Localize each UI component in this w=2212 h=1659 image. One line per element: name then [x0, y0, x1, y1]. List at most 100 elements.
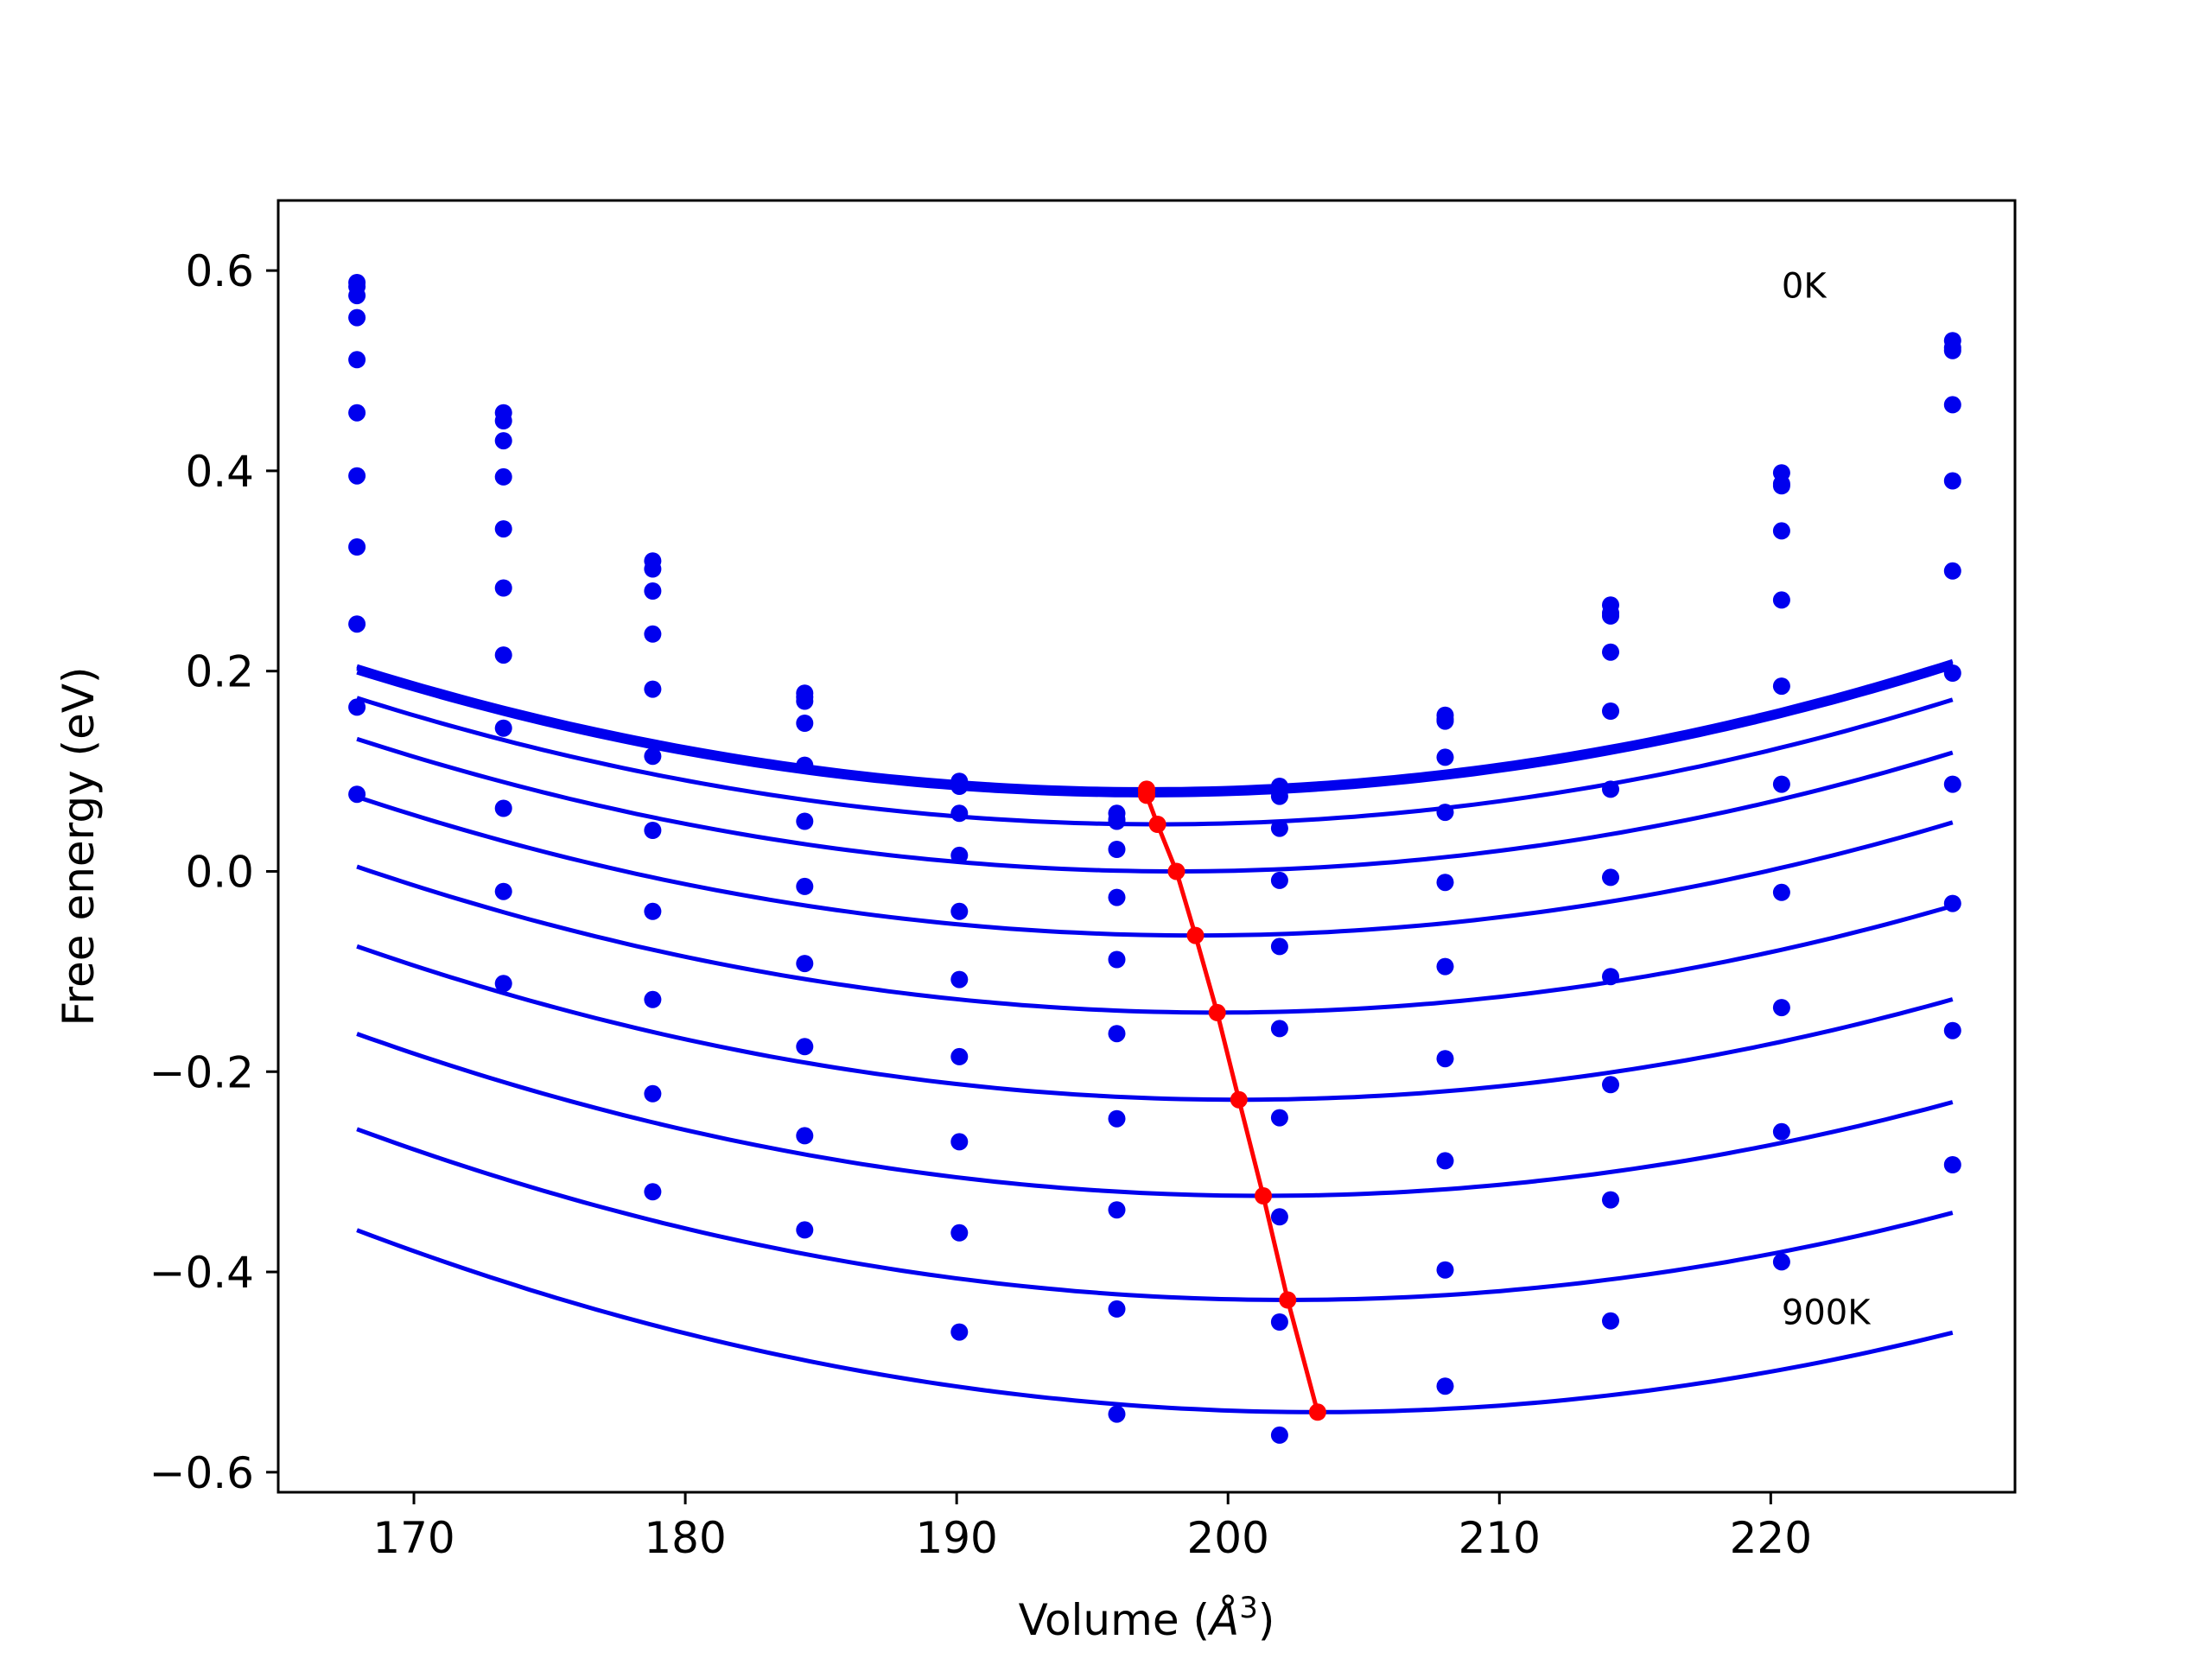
- data-point-8-10: [1943, 894, 1961, 912]
- data-point-6-7: [1436, 957, 1454, 976]
- data-point-1-1: [494, 412, 512, 429]
- x-tick-label: 210: [1459, 1513, 1541, 1563]
- data-point-4-5: [1108, 888, 1126, 906]
- data-point-4-7: [1436, 804, 1454, 822]
- data-point-1-2: [644, 560, 662, 578]
- data-point-8-1: [494, 799, 512, 817]
- data-point-2-6: [1270, 787, 1288, 805]
- data-point-8-3: [796, 1038, 814, 1056]
- data-point-5-5: [1108, 950, 1126, 969]
- data-point-3-4: [950, 804, 969, 823]
- axes-frame: [276, 199, 2017, 1494]
- data-point-4-10: [1943, 472, 1961, 490]
- data-point-7-6: [1270, 1109, 1288, 1127]
- minimum-point-5: [1186, 926, 1205, 944]
- plot-area: [348, 274, 1961, 1444]
- x-axis-label-symbol: Å: [1207, 1595, 1239, 1645]
- data-point-3-2: [644, 625, 662, 643]
- data-point-7-1: [494, 719, 512, 737]
- minimum-point-3: [1148, 816, 1166, 833]
- data-point-4-2: [644, 680, 662, 698]
- data-point-7-2: [644, 902, 662, 920]
- data-point-6-5: [1108, 1025, 1126, 1043]
- data-point-9-7: [1436, 1261, 1454, 1279]
- data-point-6-0: [348, 467, 366, 485]
- data-point-5-7: [1436, 874, 1454, 892]
- fit-curve-6: [356, 864, 1954, 1015]
- data-point-10-9: [1772, 1253, 1790, 1271]
- x-axis-label: Volume (Å3): [1019, 1591, 1275, 1645]
- y-tick-label: −0.2: [149, 1047, 254, 1097]
- annotations: 0K 900K: [1782, 267, 1872, 1333]
- data-point-4-0: [348, 351, 366, 369]
- data-point-8-6: [1270, 1208, 1288, 1226]
- data-point-10-5: [1108, 1405, 1126, 1423]
- x-tick-label: 180: [644, 1513, 726, 1563]
- data-point-2-5: [1108, 812, 1126, 830]
- y-axis-label: Free energy (eV): [54, 666, 104, 1026]
- data-point-5-10: [1943, 562, 1961, 580]
- y-tick-label: 0.2: [185, 647, 254, 697]
- minimum-point-9: [1279, 1291, 1297, 1309]
- data-point-4-6: [1270, 871, 1288, 889]
- data-point-3-0: [348, 308, 366, 327]
- fit-curve-0: [356, 658, 1954, 791]
- data-point-2-7: [1436, 712, 1454, 730]
- data-point-6-9: [1772, 775, 1790, 793]
- data-point-10-8: [1602, 1312, 1619, 1330]
- fit-curve-9: [356, 1127, 1954, 1303]
- data-point-2-8: [1602, 607, 1619, 625]
- data-point-3-5: [1108, 841, 1126, 858]
- data-point-2-3: [796, 692, 814, 710]
- data-point-7-3: [796, 955, 814, 973]
- data-point-3-3: [796, 715, 814, 732]
- annotation-0: 0K: [1782, 267, 1827, 307]
- data-point-6-4: [950, 970, 969, 988]
- data-point-6-6: [1270, 1020, 1288, 1038]
- data-point-4-1: [494, 520, 512, 538]
- data-point-3-8: [1602, 643, 1619, 661]
- data-point-10-4: [950, 1323, 969, 1341]
- data-point-5-6: [1270, 938, 1288, 956]
- data-point-6-8: [1602, 868, 1619, 887]
- fit-curve-8: [356, 1032, 1954, 1198]
- x-axis-label-exponent: 3: [1239, 1591, 1258, 1625]
- data-point-4-9: [1772, 591, 1790, 609]
- data-point-4-3: [796, 756, 814, 774]
- data-point-5-8: [1602, 780, 1619, 798]
- y-tick-label: −0.6: [149, 1448, 254, 1498]
- x-axis: 170 180 190 200 210 220: [372, 1492, 1812, 1563]
- minimum-point-4: [1167, 862, 1185, 880]
- data-point-5-1: [494, 579, 512, 597]
- y-tick-label: 0.0: [185, 847, 254, 897]
- data-point-5-2: [644, 747, 662, 766]
- minimum-point-8: [1255, 1187, 1272, 1205]
- data-point-7-8: [1602, 968, 1619, 986]
- data-point-9-1: [494, 882, 512, 900]
- data-point-10-0: [348, 785, 366, 804]
- data-point-10-7: [1436, 1377, 1454, 1395]
- data-point-9-8: [1602, 1191, 1619, 1209]
- data-point-2-4: [950, 778, 969, 795]
- data-point-2-10: [1943, 341, 1961, 359]
- data-point-8-8: [1602, 1076, 1619, 1094]
- fit-curve-1: [356, 661, 1954, 794]
- data-point-6-2: [644, 822, 662, 839]
- x-axis-label-text: Volume (: [1019, 1595, 1210, 1645]
- data-point-2-0: [348, 287, 366, 305]
- minimum-point-7: [1230, 1090, 1248, 1109]
- minimum-point-10: [1308, 1403, 1326, 1421]
- data-point-7-7: [1436, 1050, 1454, 1068]
- data-point-6-3: [796, 877, 814, 895]
- x-tick-label: 200: [1187, 1513, 1269, 1563]
- data-point-8-2: [644, 990, 662, 1008]
- data-point-4-4: [950, 846, 969, 864]
- fit-curve-10: [356, 1228, 1954, 1414]
- data-point-7-4: [950, 1047, 969, 1065]
- data-point-3-6: [1270, 819, 1288, 837]
- data-point-8-9: [1772, 999, 1790, 1017]
- data-point-3-10: [1943, 396, 1961, 414]
- fit-curve-7: [356, 944, 1954, 1103]
- x-axis-label-close: ): [1258, 1595, 1275, 1645]
- data-point-9-0: [348, 698, 366, 716]
